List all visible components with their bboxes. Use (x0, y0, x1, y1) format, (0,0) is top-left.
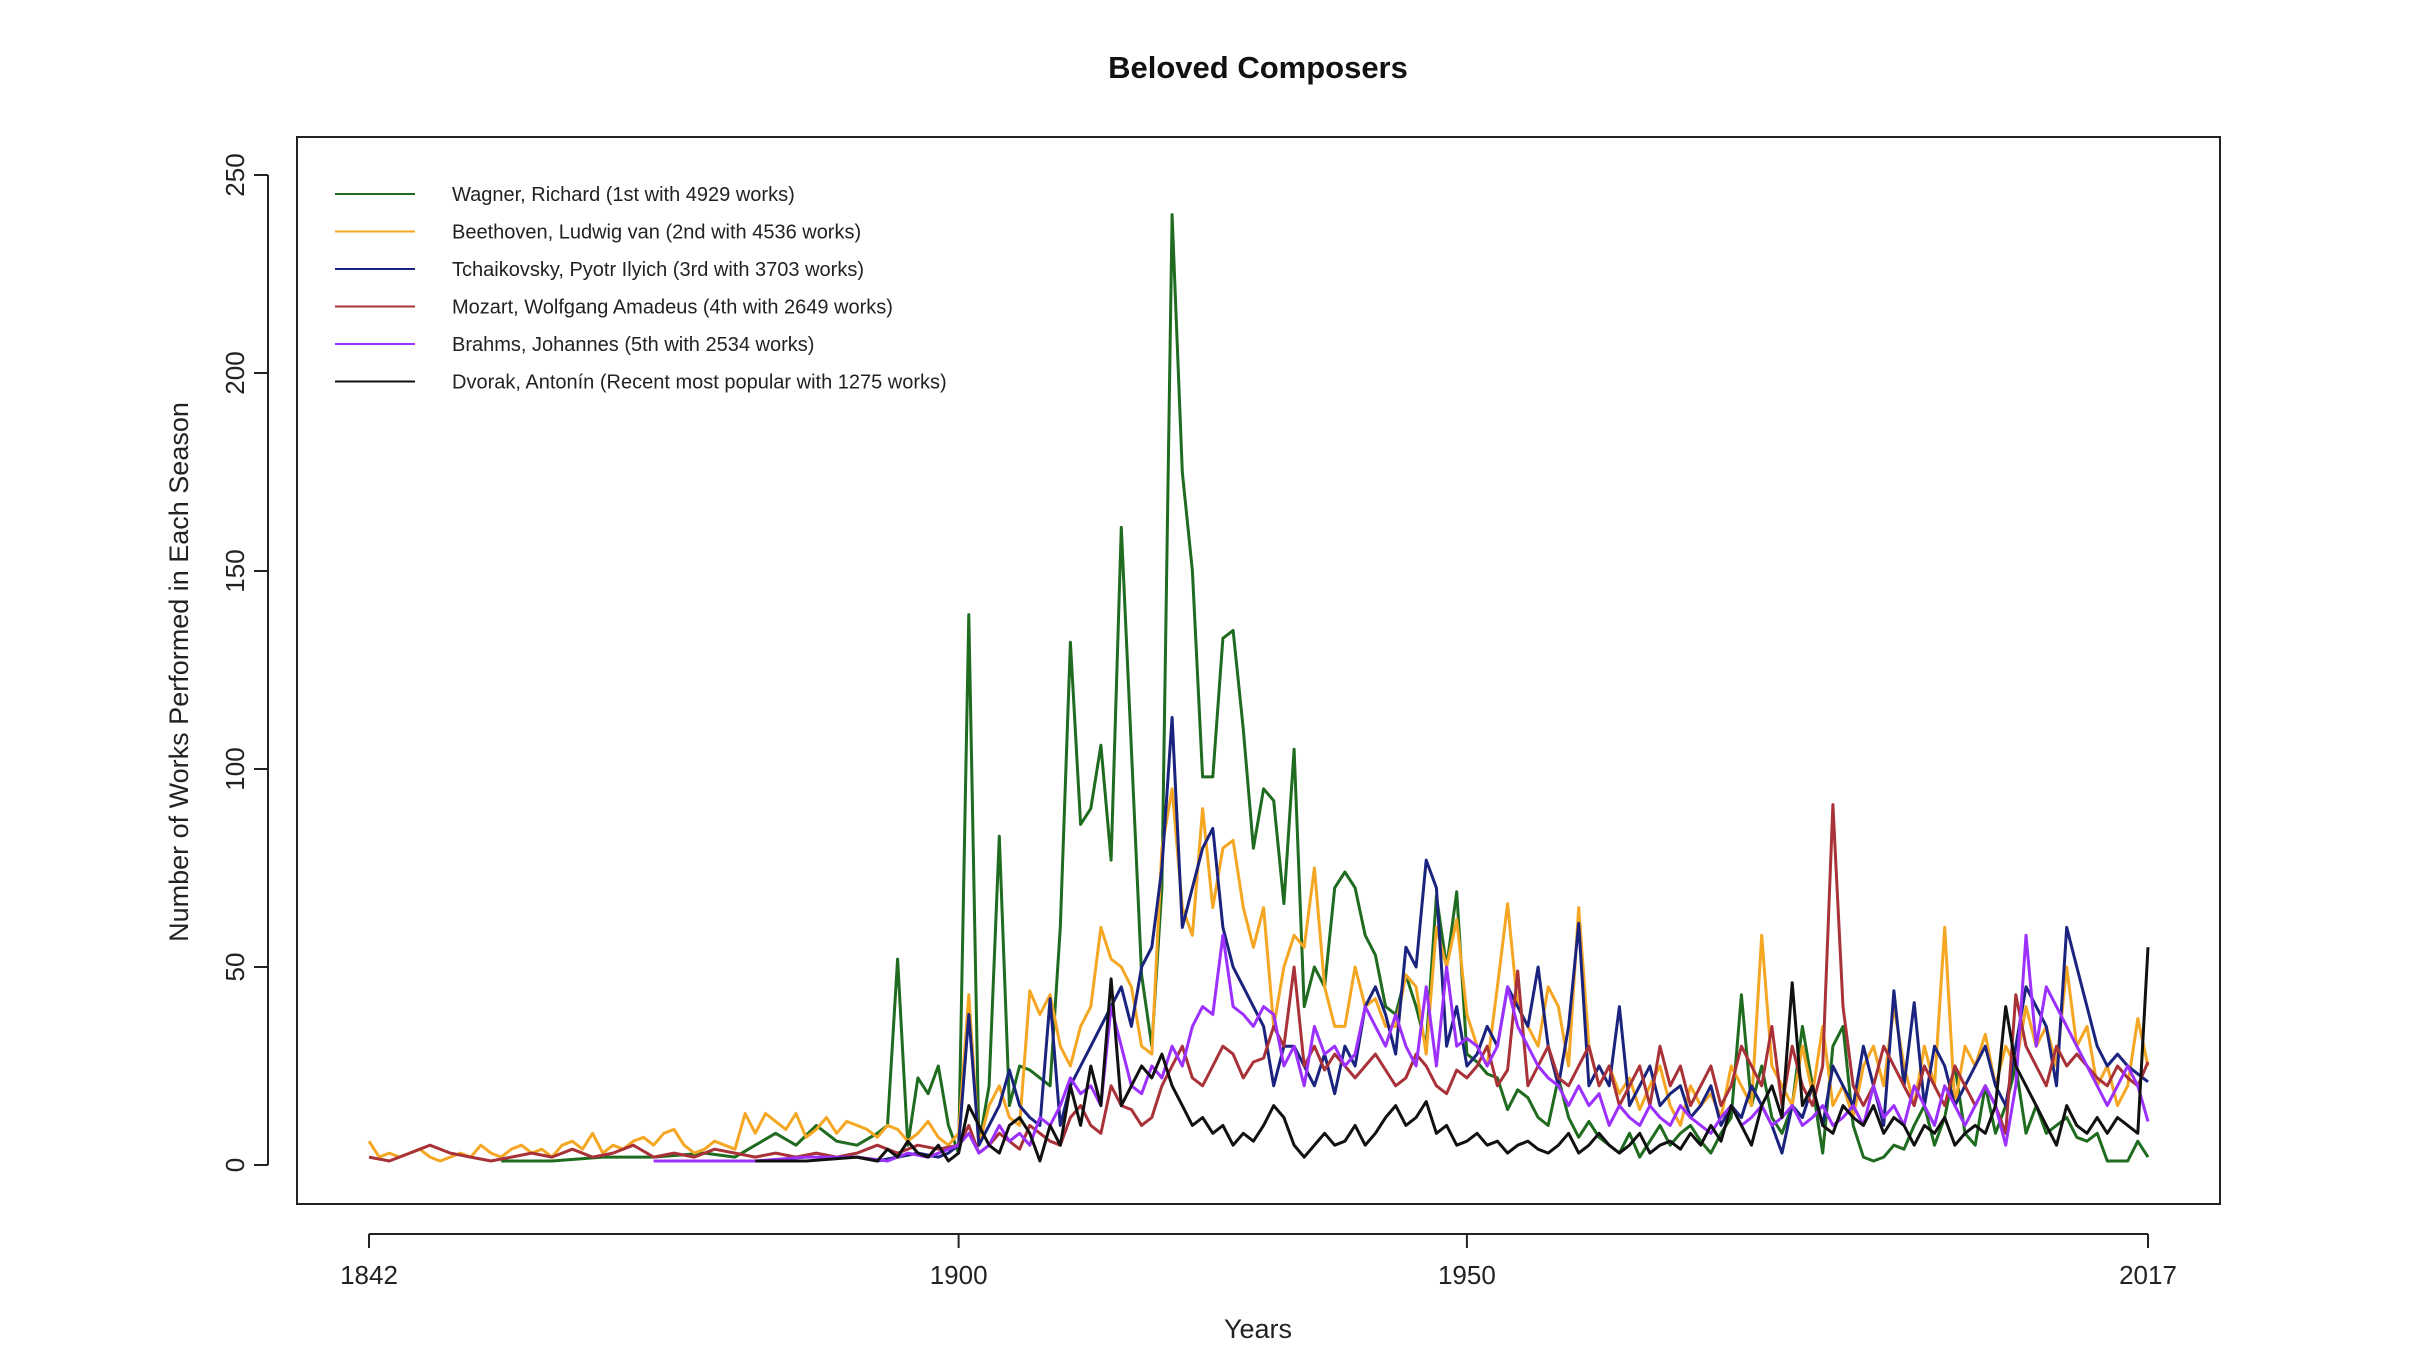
legend-entry: Brahms, Johannes (5th with 2534 works) (452, 334, 814, 356)
legend-entry: Mozart, Wolfgang Amadeus (4th with 2649 … (452, 297, 893, 319)
series-line-6 (755, 947, 2150, 1163)
chart-title: Beloved Composers (1108, 50, 1408, 85)
legend-entry: Beethoven, Ludwig van (2nd with 4536 wor… (452, 222, 861, 244)
y-tick-label: 250 (220, 153, 250, 196)
series-line-5 (653, 933, 2150, 1163)
plot-frame (296, 136, 2221, 1205)
x-tick-label: 1950 (1438, 1260, 1496, 1290)
y-tick-label: 150 (220, 549, 250, 592)
y-tick-label: 200 (220, 351, 250, 394)
x-tick-label: 1842 (340, 1260, 398, 1290)
x-axis-label: Years (1224, 1314, 1292, 1344)
series-line-2 (367, 787, 2150, 1163)
series-lines (367, 213, 2150, 1163)
x-tick-label: 1900 (930, 1260, 988, 1290)
y-axis: 0 50 100 150 200 250 (220, 153, 269, 1172)
legend-entry: Wagner, Richard (1st with 4929 works) (452, 184, 795, 206)
y-tick-label: 0 (220, 1158, 250, 1172)
y-tick-label: 50 (220, 953, 250, 982)
legend: Wagner, Richard (1st with 4929 works) Bee… (335, 184, 947, 394)
series-line-1 (501, 213, 2150, 1163)
x-axis: 1842 1900 1950 2017 (340, 1233, 2177, 1290)
legend-entry: Tchaikovsky, Pyotr Ilyich (3rd with 3703… (452, 259, 864, 281)
x-tick-label: 2017 (2119, 1260, 2177, 1290)
y-axis-label: Number of Works Performed in Each Season (164, 402, 194, 942)
legend-entry: Dvorak, Antonín (Recent most popular wit… (452, 372, 947, 394)
y-tick-label: 100 (220, 747, 250, 790)
series-line-4 (368, 803, 2150, 1163)
